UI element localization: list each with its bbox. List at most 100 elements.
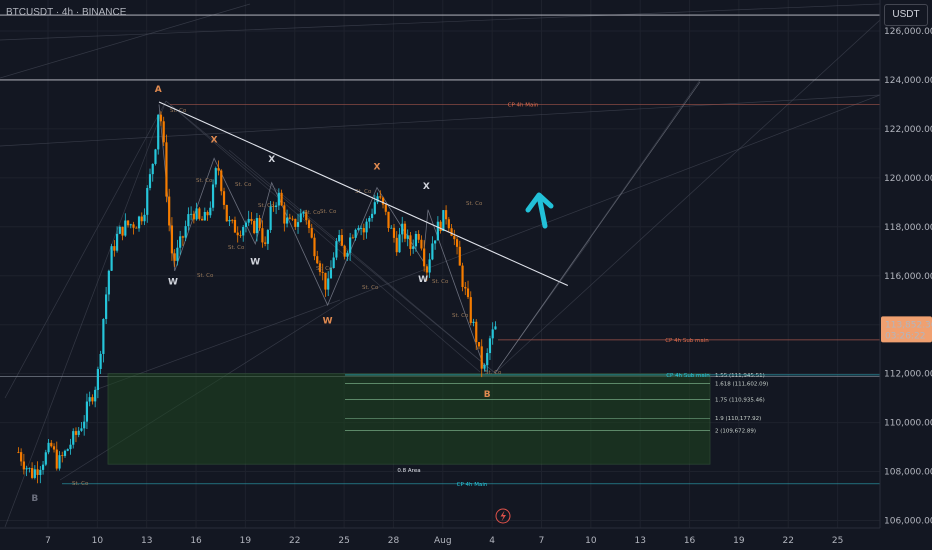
candle-bull xyxy=(107,270,110,295)
st-co-label: St. Co xyxy=(258,203,275,209)
candle-bull xyxy=(359,228,363,229)
time-tick-label: 7 xyxy=(45,536,51,546)
price-tick-label: 116,000.00 xyxy=(884,272,932,282)
st-co-label: St. Co xyxy=(320,209,337,215)
candle-bull xyxy=(39,469,42,475)
candle-bear xyxy=(362,228,365,233)
candle-bull xyxy=(332,257,335,269)
candle-bull xyxy=(28,468,31,469)
candle-bull xyxy=(269,206,272,231)
candle-bull xyxy=(335,241,338,258)
candle-bull xyxy=(442,210,445,231)
candle-bull xyxy=(285,217,289,224)
fib-label: 2 (109,672.89) xyxy=(715,429,756,435)
candle-bull xyxy=(66,449,69,451)
candle-bear xyxy=(30,468,34,478)
candle-bull xyxy=(203,211,206,221)
candle-bull xyxy=(296,222,300,227)
candle-bull xyxy=(244,222,248,228)
candle-bear xyxy=(181,236,184,238)
currency-button[interactable]: USDT xyxy=(884,4,928,26)
fib-label: 1.618 (111,602.09) xyxy=(715,381,768,387)
candle-bear xyxy=(36,469,39,475)
time-tick-label: 28 xyxy=(388,536,400,546)
candle-bull xyxy=(494,326,497,330)
st-co-label: St. Co xyxy=(304,210,321,216)
time-tick-label: 25 xyxy=(338,536,349,546)
st-co-label: St. Co xyxy=(316,266,333,272)
candle-bull xyxy=(299,213,302,223)
candle-bull xyxy=(483,365,486,369)
candle-bull xyxy=(406,235,409,239)
candle-bull xyxy=(275,205,278,207)
candle-bull xyxy=(390,227,393,229)
candle-bear xyxy=(318,263,322,272)
candle-bear xyxy=(464,286,467,289)
candle-bull xyxy=(102,318,105,354)
candle-bull xyxy=(157,114,160,150)
candle-bull xyxy=(370,213,374,219)
candle-bear xyxy=(91,397,94,402)
candle-bull xyxy=(491,329,494,339)
symbol-title[interactable]: BTCUSDT · 4h · BINANCE xyxy=(6,7,127,18)
candle-bear xyxy=(461,265,464,287)
candle-bear xyxy=(283,205,286,224)
candle-bear xyxy=(466,288,470,298)
candle-bear xyxy=(392,227,396,238)
time-tick-label: 7 xyxy=(539,536,545,546)
lightning-circle xyxy=(495,508,511,524)
candle-bull xyxy=(41,464,45,470)
candle-bear xyxy=(132,224,135,228)
fib-label: 1.9 (110,177.92) xyxy=(715,416,761,422)
candle-bear xyxy=(253,220,256,234)
candle-bull xyxy=(25,468,28,470)
candle-bear xyxy=(480,346,483,369)
candle-bull xyxy=(154,149,157,164)
candle-bear xyxy=(423,248,426,267)
candle-bull xyxy=(96,368,99,390)
wave-path xyxy=(158,104,486,372)
up-arrow-icon xyxy=(525,192,554,229)
candle-bear xyxy=(126,220,130,226)
wave-label: A xyxy=(155,85,162,95)
st-co-label: St. Co xyxy=(196,178,213,184)
st-co-label: St. Co xyxy=(72,481,89,487)
candle-bear xyxy=(170,225,174,254)
countdown-label: 03:26:22 xyxy=(885,331,925,341)
candle-bear xyxy=(159,114,163,122)
candle-bull xyxy=(247,218,250,223)
candle-bull xyxy=(176,247,179,261)
zone-label: 0.8 Area xyxy=(397,468,420,474)
candle-bear xyxy=(425,266,428,273)
candle-bear xyxy=(450,228,453,236)
fan-line xyxy=(344,94,880,301)
candle-bull xyxy=(179,236,182,248)
candle-bull xyxy=(338,235,341,242)
price-tick-label: 108,000.00 xyxy=(884,468,932,478)
candle-bear xyxy=(439,221,442,231)
candle-bull xyxy=(129,224,132,226)
wave-label: X xyxy=(211,135,218,145)
time-tick-label: 16 xyxy=(190,536,202,546)
candle-bull xyxy=(184,226,187,238)
st-co-label: St. Co xyxy=(432,279,449,285)
candle-bear xyxy=(475,321,478,343)
wave-label: W xyxy=(250,258,260,268)
candle-bear xyxy=(250,218,253,221)
candle-bear xyxy=(258,218,261,229)
fib-label: 1.75 (110,935.46) xyxy=(715,398,765,404)
price-tick-label: 122,000.00 xyxy=(884,125,932,135)
wave-label: W xyxy=(168,277,178,287)
fan-line xyxy=(165,100,481,373)
candle-bull xyxy=(83,421,86,429)
candle-bull xyxy=(346,252,349,257)
candle-bear xyxy=(387,211,390,229)
candle-bear xyxy=(165,142,168,197)
candle-bull xyxy=(368,218,371,222)
time-tick-label: 4 xyxy=(489,536,495,546)
time-tick-label: 16 xyxy=(684,536,696,546)
candle-bear xyxy=(310,228,313,238)
fan-line xyxy=(0,94,880,147)
